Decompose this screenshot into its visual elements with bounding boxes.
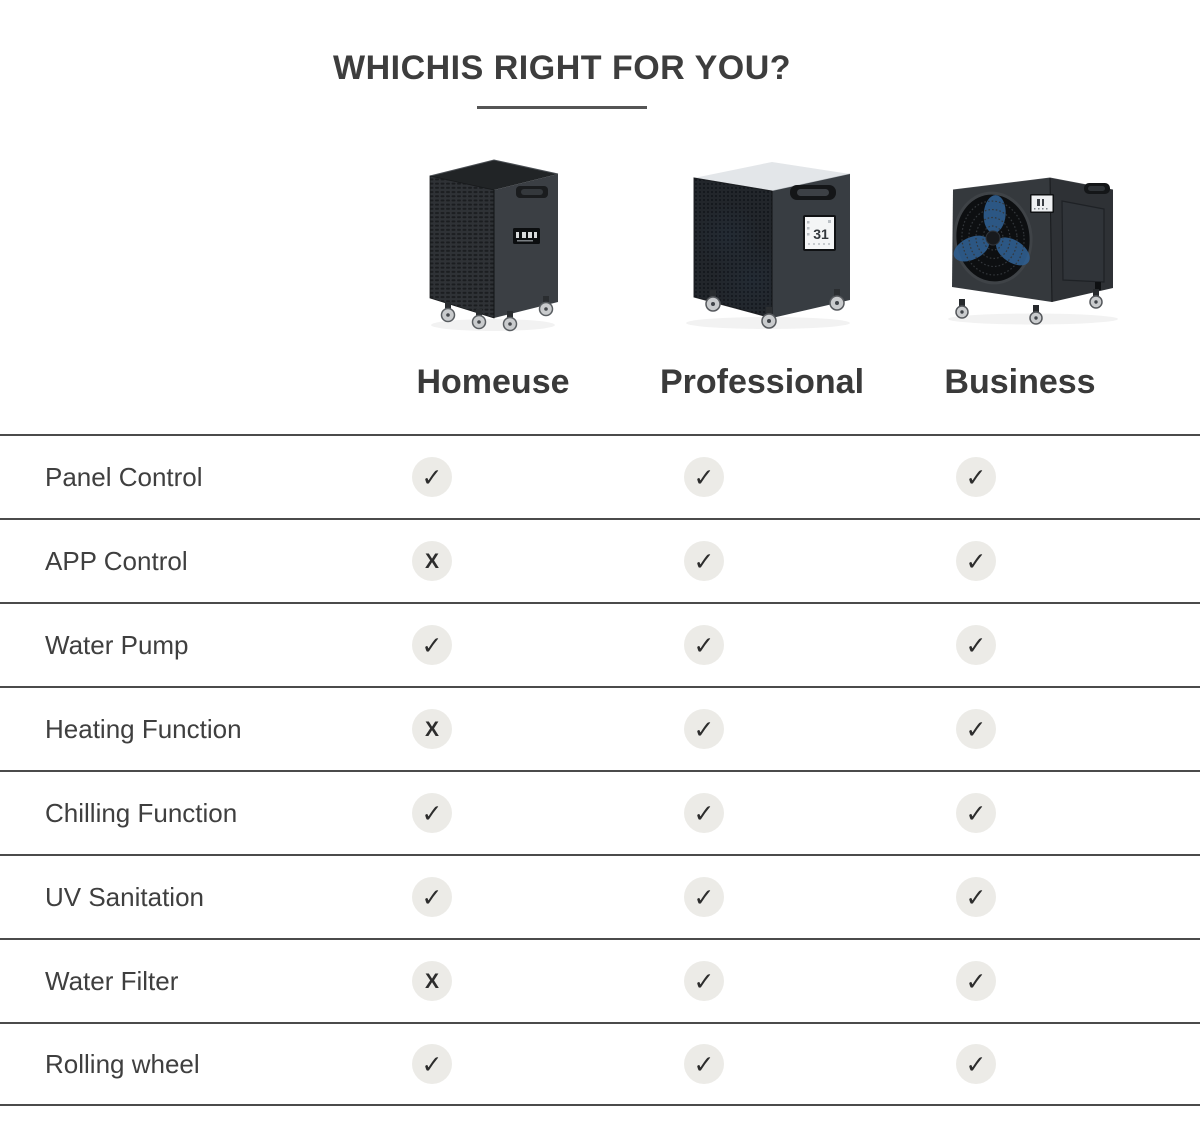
- mark-homeuse: ✓: [412, 625, 452, 665]
- mark-professional: ✓: [684, 541, 724, 581]
- feature-label: APP Control: [45, 545, 188, 576]
- display-readout: 31: [813, 226, 829, 242]
- mark-business: ✓: [956, 1044, 996, 1084]
- column-header-business: Business: [944, 363, 1096, 401]
- table-row-panel-control: Panel Control ✓ ✓ ✓: [0, 434, 1200, 518]
- mark-professional: ✓: [684, 457, 724, 497]
- mark-business: ✓: [956, 961, 996, 1001]
- caster-wheels-icon: [705, 289, 845, 329]
- feature-table: Panel Control ✓ ✓ ✓ APP Control X ✓ ✓ Wa…: [0, 434, 1200, 1106]
- feature-label: UV Sanitation: [45, 881, 204, 912]
- feature-label: Water Pump: [45, 629, 189, 660]
- product-image-professional: 31: [686, 162, 851, 329]
- mark-homeuse: X: [412, 709, 452, 749]
- feature-label: Chilling Function: [45, 797, 238, 828]
- mark-homeuse: ✓: [412, 457, 452, 497]
- mark-homeuse: X: [412, 541, 452, 581]
- mesh-grille: [429, 175, 495, 319]
- handle-icon: [790, 185, 836, 200]
- column-header-homeuse: Homeuse: [416, 363, 570, 401]
- product-image-homeuse: [429, 159, 559, 332]
- mark-professional: ✓: [684, 1044, 724, 1084]
- feature-label: Water Filter: [45, 965, 179, 996]
- mark-business: ✓: [956, 541, 996, 581]
- mark-professional: ✓: [684, 625, 724, 665]
- mark-business: ✓: [956, 793, 996, 833]
- caster-wheels-icon: [440, 296, 554, 332]
- mesh-grille: [693, 177, 773, 319]
- mark-professional: ✓: [684, 961, 724, 1001]
- mark-professional: ✓: [684, 793, 724, 833]
- column-header-professional: Professional: [659, 363, 865, 401]
- mark-business: ✓: [956, 877, 996, 917]
- table-row-chilling-function: Chilling Function ✓ ✓ ✓: [0, 770, 1200, 854]
- table-row-heating-function: Heating Function X ✓ ✓: [0, 686, 1200, 770]
- mark-business: ✓: [956, 625, 996, 665]
- table-row-water-pump: Water Pump ✓ ✓ ✓: [0, 602, 1200, 686]
- table-row-app-control: APP Control X ✓ ✓: [0, 518, 1200, 602]
- caster-wheels-icon: [955, 289, 1103, 325]
- mark-homeuse: ✓: [412, 793, 452, 833]
- mark-professional: ✓: [684, 709, 724, 749]
- side-panel: [1061, 200, 1105, 290]
- fan-icon: [953, 191, 1033, 285]
- feature-label: Heating Function: [45, 713, 242, 744]
- control-display-icon: [513, 228, 540, 244]
- feature-label: Rolling wheel: [45, 1048, 200, 1079]
- handle-icon: [1084, 183, 1110, 194]
- control-display-icon: 31: [803, 215, 836, 251]
- mark-business: ✓: [956, 709, 996, 749]
- product-image-business: [948, 177, 1118, 325]
- control-display-icon: [1030, 194, 1054, 213]
- mark-homeuse: ✓: [412, 1044, 452, 1084]
- page-title: WHICHIS RIGHT FOR YOU?: [332, 49, 792, 87]
- table-row-water-filter: Water Filter X ✓ ✓: [0, 938, 1200, 1022]
- mark-homeuse: ✓: [412, 877, 452, 917]
- mark-business: ✓: [956, 457, 996, 497]
- table-row-uv-sanitation: UV Sanitation ✓ ✓ ✓: [0, 854, 1200, 938]
- table-row-rolling-wheel: Rolling wheel ✓ ✓ ✓: [0, 1022, 1200, 1106]
- title-underline: [477, 106, 647, 109]
- handle-icon: [516, 186, 548, 198]
- mark-homeuse: X: [412, 961, 452, 1001]
- mark-professional: ✓: [684, 877, 724, 917]
- feature-label: Panel Control: [45, 461, 203, 492]
